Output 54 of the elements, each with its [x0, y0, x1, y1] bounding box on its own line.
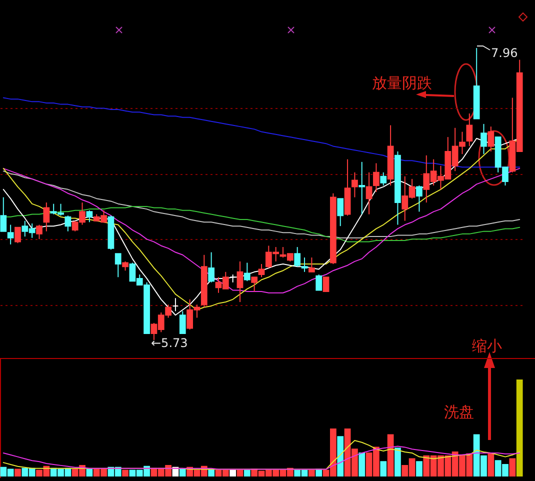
annotation: 缩小: [472, 337, 502, 355]
candlestick: [466, 112, 473, 147]
candlestick: [64, 215, 72, 232]
bar: [308, 470, 315, 476]
bar: [244, 470, 250, 476]
annotation: 7.96: [491, 46, 518, 60]
candlestick: [337, 198, 344, 227]
candlestick: [373, 162, 380, 193]
bar: [509, 458, 516, 476]
bar: [416, 461, 422, 476]
candlestick: [308, 257, 315, 272]
candlestick: [358, 161, 366, 215]
candlestick: [7, 224, 14, 245]
candlestick: [488, 126, 494, 152]
bar: [337, 436, 344, 476]
candlestick: [208, 252, 215, 283]
bar: [380, 461, 387, 476]
candlestick: [366, 172, 372, 215]
candlestick: [14, 226, 21, 244]
candlestick: [36, 224, 42, 240]
annotation: 洗盘: [444, 403, 474, 421]
candlestick: [114, 253, 122, 278]
candlestick: [294, 246, 301, 268]
candlestick: [172, 298, 179, 312]
candlestick: [380, 172, 387, 186]
bar: [86, 468, 93, 476]
candlestick: [122, 260, 128, 272]
annotation: ←5.73: [151, 336, 188, 350]
candlestick: [179, 310, 186, 334]
bar: [387, 434, 394, 476]
candlestick: [258, 264, 265, 278]
bar: [122, 470, 128, 476]
bar: [516, 380, 523, 476]
candlestick: [251, 276, 258, 292]
candlestick: [236, 260, 244, 303]
candlestick: [86, 210, 93, 223]
bar: [14, 468, 21, 476]
candlestick: [230, 274, 236, 283]
candlestick: [480, 123, 487, 155]
candlestick: [322, 276, 330, 292]
candlestick: [43, 202, 50, 232]
annotation: 放量阴跌: [372, 74, 432, 92]
bar: [488, 453, 494, 476]
candlestick: [0, 196, 7, 232]
bar: [394, 448, 401, 476]
bar: [179, 468, 186, 476]
candlestick: [352, 172, 358, 198]
candlestick: [301, 257, 308, 272]
bar: [230, 470, 236, 476]
candlestick: [416, 184, 422, 212]
candlestick: [244, 262, 250, 282]
bar: [358, 452, 366, 476]
bar: [236, 470, 244, 476]
candlestick: [316, 274, 322, 291]
